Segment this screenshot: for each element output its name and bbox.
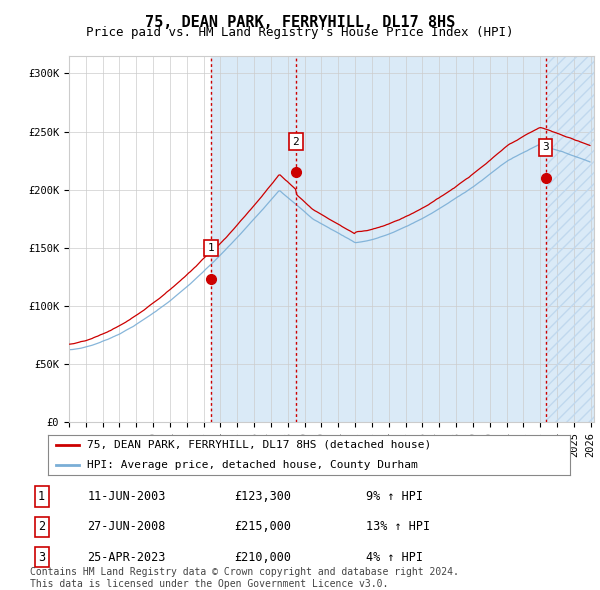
Text: £210,000: £210,000 <box>234 550 291 563</box>
Text: 4% ↑ HPI: 4% ↑ HPI <box>366 550 423 563</box>
Text: Price paid vs. HM Land Registry's House Price Index (HPI): Price paid vs. HM Land Registry's House … <box>86 26 514 39</box>
Text: 3: 3 <box>38 550 45 563</box>
Text: 1: 1 <box>38 490 45 503</box>
Text: Contains HM Land Registry data © Crown copyright and database right 2024.
This d: Contains HM Land Registry data © Crown c… <box>30 567 459 589</box>
Text: 2: 2 <box>293 137 299 147</box>
Text: 1: 1 <box>208 243 214 253</box>
Text: 3: 3 <box>542 142 549 152</box>
Text: £123,300: £123,300 <box>234 490 291 503</box>
Text: £215,000: £215,000 <box>234 520 291 533</box>
Bar <box>545 56 594 422</box>
Bar <box>545 56 594 422</box>
Text: 75, DEAN PARK, FERRYHILL, DL17 8HS (detached house): 75, DEAN PARK, FERRYHILL, DL17 8HS (deta… <box>87 440 431 450</box>
Text: 13% ↑ HPI: 13% ↑ HPI <box>366 520 430 533</box>
Text: 27-JUN-2008: 27-JUN-2008 <box>88 520 166 533</box>
Text: 75, DEAN PARK, FERRYHILL, DL17 8HS: 75, DEAN PARK, FERRYHILL, DL17 8HS <box>145 15 455 30</box>
Text: 9% ↑ HPI: 9% ↑ HPI <box>366 490 423 503</box>
Bar <box>296 56 545 422</box>
Text: HPI: Average price, detached house, County Durham: HPI: Average price, detached house, Coun… <box>87 460 418 470</box>
Text: 11-JUN-2003: 11-JUN-2003 <box>88 490 166 503</box>
Text: 25-APR-2023: 25-APR-2023 <box>88 550 166 563</box>
Text: 2: 2 <box>38 520 45 533</box>
Bar <box>211 56 296 422</box>
